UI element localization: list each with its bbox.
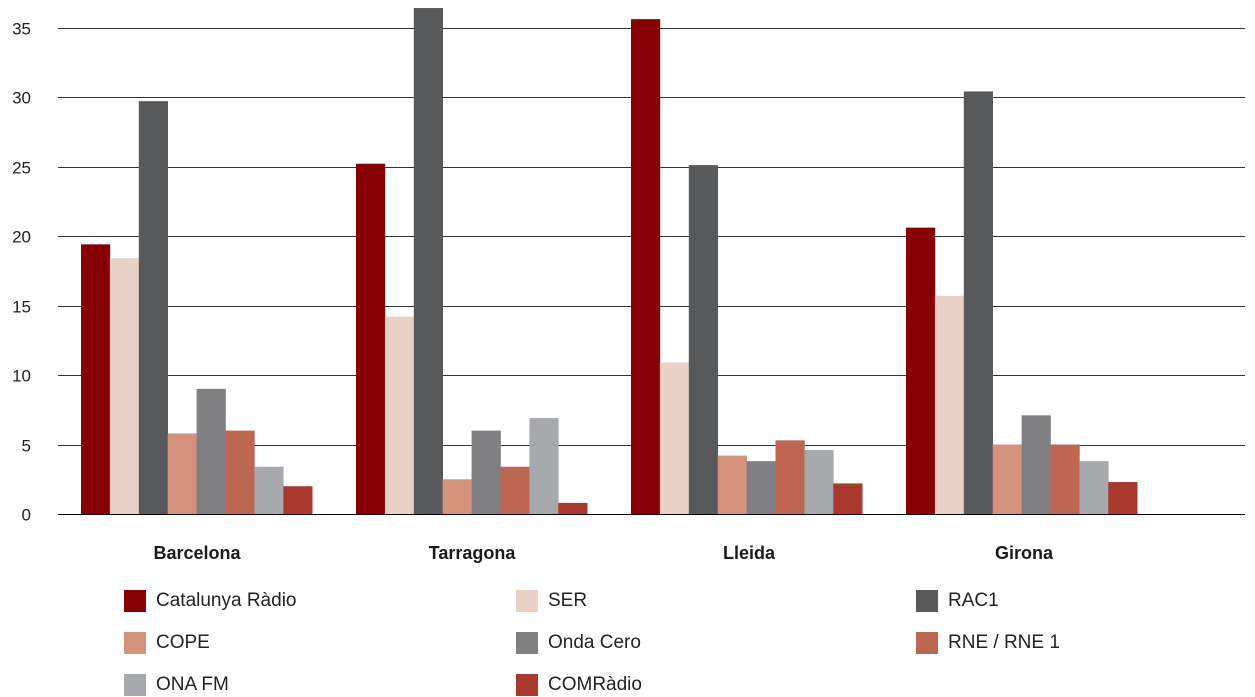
- bar-ser-girona: [934, 295, 965, 514]
- bar-rne-rne-1-lleida: [775, 440, 805, 514]
- x-axis: Barcelona Tarragona Lleida Girona: [153, 543, 1054, 563]
- bar-cope-girona: [992, 444, 1022, 514]
- bar-ona-fm-tarragona: [529, 418, 559, 514]
- y-tick-label: 30: [12, 89, 31, 108]
- y-tick-label: 25: [12, 159, 31, 178]
- bar-ona-fm-lleida: [804, 450, 834, 514]
- y-tick-label: 5: [22, 437, 31, 456]
- x-tick-label: Barcelona: [153, 543, 241, 563]
- bar-onda-cero-tarragona: [471, 430, 501, 514]
- y-tick-label: 35: [12, 20, 31, 39]
- y-tick-label: 10: [12, 367, 31, 386]
- bar-catalunya-r-dio-lleida: [631, 19, 661, 514]
- y-tick-label: 20: [12, 228, 31, 247]
- bar-catalunya-r-dio-tarragona: [356, 163, 386, 514]
- bar-ona-fm-barcelona: [254, 466, 284, 514]
- bar-comr-dio-barcelona: [283, 486, 313, 514]
- bar-catalunya-r-dio-barcelona: [81, 244, 111, 514]
- y-axis: 0 5 10 15 20 25 30 35: [12, 20, 31, 525]
- bar-rac1-barcelona: [138, 101, 168, 515]
- bar-rac1-lleida: [688, 165, 718, 515]
- bar-onda-cero-girona: [1021, 415, 1051, 514]
- bar-ser-lleida: [659, 362, 690, 514]
- x-tick-label: Tarragona: [429, 543, 517, 563]
- bar-cope-tarragona: [442, 479, 472, 514]
- bar-rne-rne-1-barcelona: [225, 430, 255, 514]
- bar-rne-rne-1-tarragona: [500, 466, 530, 514]
- bar-comr-dio-lleida: [833, 483, 863, 514]
- bar-comr-dio-girona: [1108, 482, 1138, 514]
- bar-ser-barcelona: [109, 258, 140, 514]
- bar-cope-barcelona: [167, 433, 197, 514]
- bar-onda-cero-lleida: [746, 461, 776, 514]
- bar-rac1-girona: [963, 91, 993, 514]
- bar-ona-fm-girona: [1079, 461, 1109, 514]
- y-tick-label: 15: [12, 298, 31, 317]
- bar-cope-lleida: [717, 455, 747, 514]
- bar-comr-dio-tarragona: [558, 502, 588, 514]
- x-tick-label: Lleida: [723, 543, 776, 563]
- x-tick-label: Girona: [995, 543, 1054, 563]
- bar-rac1-tarragona: [413, 8, 443, 514]
- bars: [81, 8, 1138, 515]
- bar-onda-cero-barcelona: [196, 388, 226, 514]
- bar-ser-tarragona: [384, 316, 415, 514]
- bar-rne-rne-1-girona: [1050, 444, 1080, 514]
- bar-catalunya-r-dio-girona: [906, 227, 936, 514]
- y-tick-label: 0: [22, 506, 31, 525]
